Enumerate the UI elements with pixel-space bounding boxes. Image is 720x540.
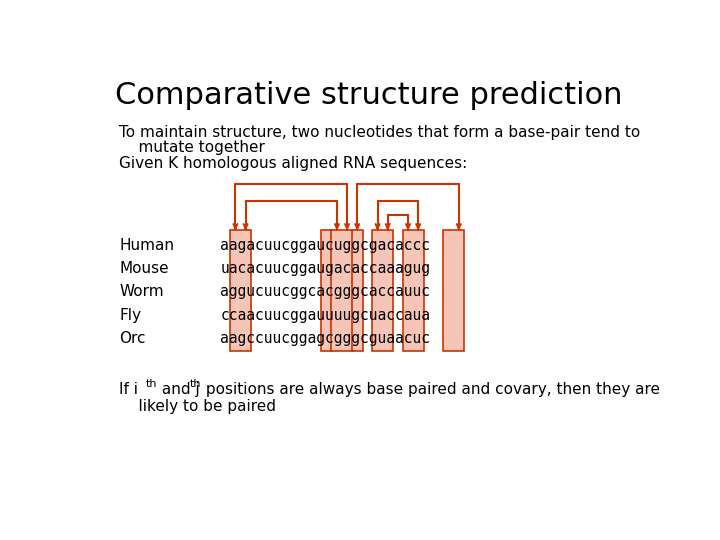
Text: th: th xyxy=(145,379,157,389)
Bar xyxy=(230,231,251,351)
Text: Orc: Orc xyxy=(120,330,146,346)
Bar xyxy=(352,231,363,351)
Text: To maintain structure, two nucleotides that form a base-pair tend to: To maintain structure, two nucleotides t… xyxy=(120,125,641,140)
Text: Mouse: Mouse xyxy=(120,261,169,276)
Text: mutate together: mutate together xyxy=(120,140,266,156)
Text: aagacuucggaucuggcgacaccc: aagacuucggaucuggcgacaccc xyxy=(220,238,431,253)
Text: Worm: Worm xyxy=(120,285,164,300)
Text: Human: Human xyxy=(120,238,174,253)
Text: ccaacuucggauuuugcuaccaua: ccaacuucggauuuugcuaccaua xyxy=(220,308,431,322)
Bar xyxy=(402,231,423,351)
Text: Comparative structure prediction: Comparative structure prediction xyxy=(115,81,623,110)
Text: uacacuucggaugacaccaaagug: uacacuucggaugacaccaaagug xyxy=(220,261,431,276)
Text: Given K homologous aligned RNA sequences:: Given K homologous aligned RNA sequences… xyxy=(120,156,468,171)
Text: aagccuucggagcgggcguaacuc: aagccuucggagcgggcguaacuc xyxy=(220,330,431,346)
Bar xyxy=(444,231,464,351)
Bar xyxy=(372,231,393,351)
Text: Fly: Fly xyxy=(120,308,141,322)
Text: th: th xyxy=(190,379,202,389)
Text: aggucuucggcacgggcaccauuc: aggucuucggcacgggcaccauuc xyxy=(220,285,431,300)
Text: likely to be paired: likely to be paired xyxy=(120,399,276,414)
Text: and j: and j xyxy=(157,382,199,397)
Text: If i: If i xyxy=(120,382,138,397)
Bar xyxy=(331,231,353,351)
Bar xyxy=(321,231,332,351)
Text: positions are always base paired and covary, then they are: positions are always base paired and cov… xyxy=(201,382,660,397)
